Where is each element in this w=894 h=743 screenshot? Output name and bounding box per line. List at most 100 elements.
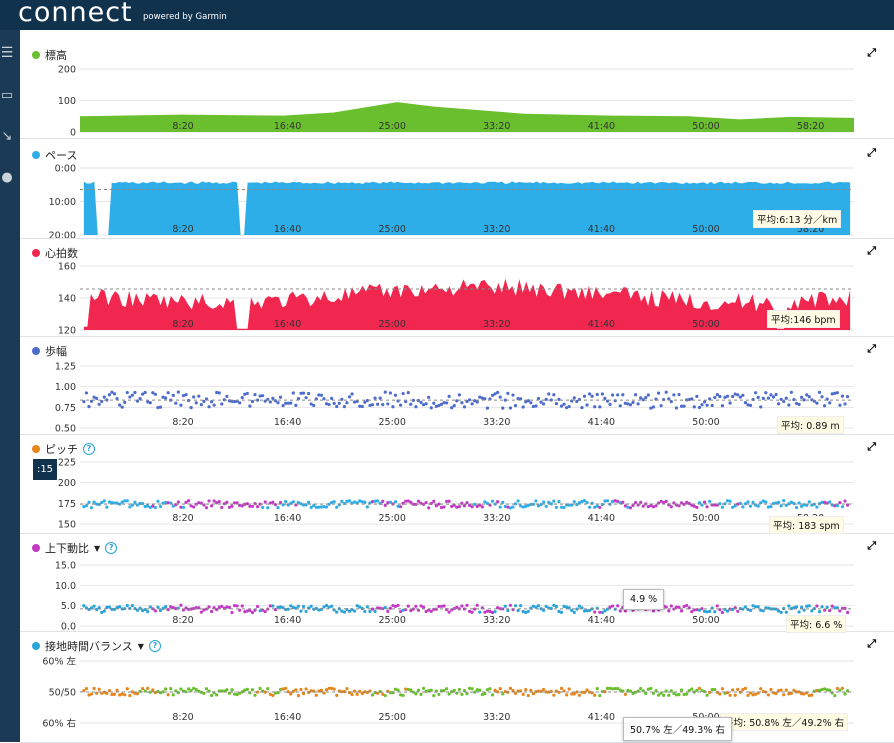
data-point: [738, 395, 742, 399]
help-icon[interactable]: ?: [148, 640, 161, 652]
data-point: [838, 403, 842, 407]
data-point: [521, 609, 525, 614]
data-point: [549, 398, 553, 402]
panel-title-label: 心拍数: [45, 247, 78, 260]
data-point: [95, 607, 99, 612]
data-point: [204, 687, 209, 691]
expand-icon[interactable]: ⤢: [867, 146, 876, 159]
connect-logo[interactable]: connect: [18, 0, 133, 28]
data-point: [465, 501, 469, 505]
panel-title[interactable]: 接地時間バランス ▼?: [32, 638, 161, 654]
data-point: [95, 691, 99, 695]
data-point: [784, 688, 788, 692]
data-point: [156, 499, 160, 503]
chevron-down-icon[interactable]: ▼: [94, 543, 101, 553]
data-point: [209, 504, 214, 508]
trend-icon[interactable]: ↘: [1, 129, 13, 144]
data-point: [115, 605, 119, 610]
data-point: [490, 693, 495, 697]
data-point: [398, 403, 403, 407]
menu-icon[interactable]: ☰: [0, 45, 14, 61]
data-point: [473, 607, 477, 611]
data-point: [314, 505, 318, 509]
data-point: [794, 605, 799, 609]
data-point: [125, 390, 129, 395]
data-point: [434, 504, 438, 508]
data-point: [130, 393, 134, 397]
data-point: [217, 391, 221, 395]
data-point: [284, 686, 288, 690]
data-point: [825, 605, 829, 609]
data-point: [672, 393, 676, 397]
data-point: [626, 505, 630, 509]
data-point: [455, 605, 459, 609]
data-point: [835, 391, 839, 395]
panel-title[interactable]: 上下動比 ▼?: [32, 540, 118, 556]
data-point: [286, 690, 290, 694]
data-point: [166, 391, 170, 395]
expand-icon[interactable]: ⤢: [867, 539, 876, 552]
inbox-icon[interactable]: ▭: [0, 88, 14, 103]
expand-icon[interactable]: ⤢: [867, 637, 876, 650]
data-point: [151, 688, 155, 692]
data-point: [112, 501, 117, 505]
panel-title: ペース: [32, 147, 77, 163]
data-point: [143, 504, 147, 509]
data-point: [733, 693, 737, 697]
help-icon[interactable]: ?: [83, 443, 95, 455]
data-point: [802, 398, 806, 402]
data-point: [148, 401, 152, 405]
chart-canvas: 1601401208:2016:4025:0033:2041:4050:0058…: [58, 262, 854, 336]
data-point: [156, 605, 160, 609]
data-point: [503, 398, 507, 402]
data-point: [388, 606, 392, 610]
data-point: [189, 406, 193, 410]
panel-title: 標高: [32, 47, 67, 63]
chart-canvas: 0:00 10:00 20:00 8:20 16:40 25:00 33:20 41:40 50…: [49, 164, 854, 238]
data-point: [414, 692, 418, 696]
data-point: [519, 604, 523, 608]
data-point: [830, 604, 834, 608]
data-point: [761, 609, 765, 613]
data-point: [286, 503, 290, 507]
data-point: [317, 689, 321, 693]
data-point: [761, 396, 765, 400]
expand-icon[interactable]: ⤢: [867, 46, 876, 59]
x-tick-label: 58:20: [797, 121, 824, 132]
data-point: [322, 605, 326, 609]
x-tick-label: 33:20: [483, 319, 510, 330]
data-point: [281, 403, 285, 408]
data-point: [531, 502, 536, 506]
data-point: [792, 688, 796, 692]
help-icon[interactable]: ?: [105, 542, 118, 554]
expand-icon[interactable]: ⤢: [867, 342, 876, 355]
x-tick-label: 41:40: [588, 513, 615, 524]
chevron-down-icon[interactable]: ▼: [137, 641, 144, 651]
data-point: [815, 505, 819, 509]
chart-canvas: 200 100 0 8:20 16:40 25:00 33:20 41:40 50:00 58:2…: [58, 65, 854, 138]
user-icon[interactable]: ●: [1, 170, 13, 185]
data-point: [480, 505, 484, 509]
data-point: [284, 499, 288, 504]
data-point: [746, 500, 750, 504]
data-point: [340, 690, 344, 694]
data-point: [350, 392, 354, 396]
data-point: [146, 504, 150, 508]
data-point: [370, 403, 375, 407]
time-cursor-badge: :15: [33, 459, 57, 480]
expand-icon[interactable]: ⤢: [867, 440, 876, 453]
data-point: [92, 500, 96, 504]
data-point: [593, 610, 597, 614]
data-point: [777, 689, 781, 693]
expand-icon[interactable]: ⤢: [867, 244, 876, 257]
data-point: [146, 686, 150, 690]
data-point: [789, 691, 793, 695]
data-point: [720, 610, 725, 615]
data-point: [828, 401, 832, 405]
data-point: [424, 689, 428, 693]
x-tick-label: 50:00: [692, 121, 719, 132]
data-point: [539, 502, 543, 507]
data-point: [245, 609, 249, 613]
x-tick-label: 58:20: [797, 224, 824, 235]
data-point: [462, 504, 467, 508]
